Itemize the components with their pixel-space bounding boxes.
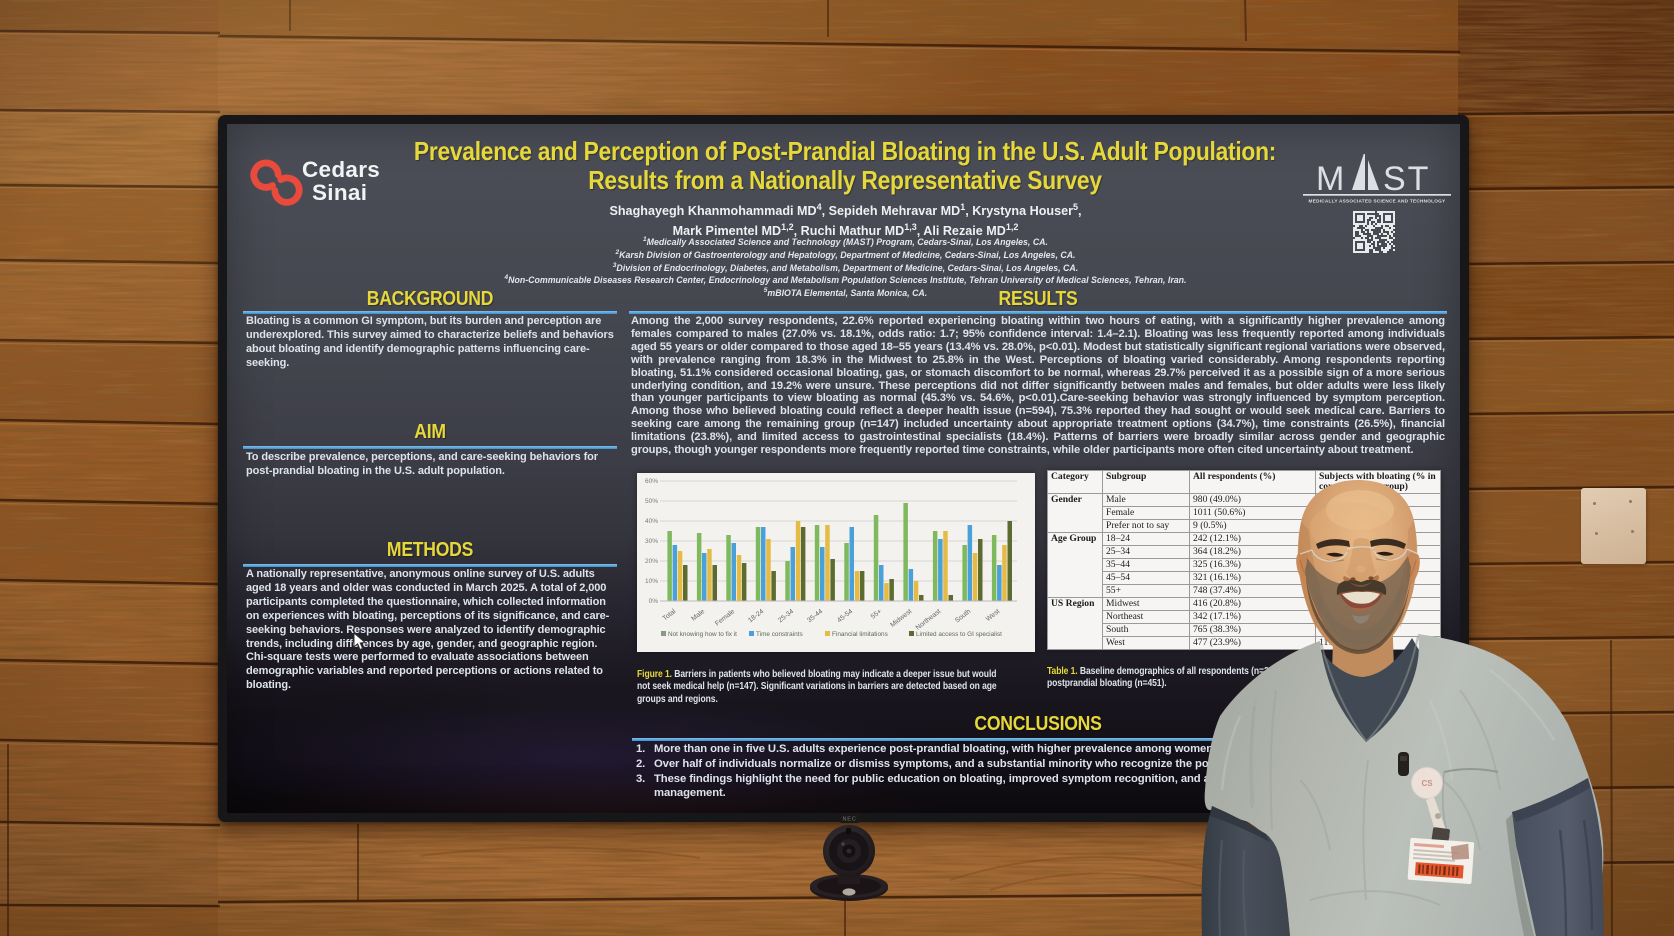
svg-text:Female: Female — [714, 608, 736, 628]
svg-text:Male: Male — [690, 608, 706, 623]
svg-text:West: West — [985, 608, 1002, 623]
svg-text:10%: 10% — [645, 578, 658, 585]
svg-text:0%: 0% — [649, 598, 659, 605]
svg-text:18-24: 18-24 — [747, 608, 765, 624]
svg-text:50%: 50% — [645, 498, 658, 505]
svg-text:40%: 40% — [645, 518, 658, 525]
svg-text:Financial limitations: Financial limitations — [832, 631, 888, 638]
svg-text:35-44: 35-44 — [806, 608, 824, 624]
svg-text:45-54: 45-54 — [836, 608, 854, 624]
svg-text:M: M — [1316, 160, 1346, 198]
svg-text:NEC: NEC — [842, 817, 856, 823]
svg-text:ST: ST — [1383, 160, 1430, 198]
svg-text:25-34: 25-34 — [777, 608, 795, 624]
svg-text:Time constraints: Time constraints — [756, 631, 803, 638]
svg-text:CS: CS — [1421, 779, 1433, 788]
svg-text:60%: 60% — [645, 478, 658, 485]
svg-text:Not knowing how to fix it: Not knowing how to fix it — [668, 631, 737, 638]
svg-text:Cedars: Cedars — [302, 157, 380, 182]
svg-text:30%: 30% — [645, 538, 658, 545]
svg-text:55+: 55+ — [870, 608, 883, 621]
svg-text:Limited access to GI specialis: Limited access to GI specialist — [916, 631, 1002, 638]
svg-text:20%: 20% — [645, 558, 658, 565]
svg-text:Sinai: Sinai — [312, 180, 367, 205]
svg-text:South: South — [954, 608, 972, 625]
svg-text:Midwest: Midwest — [889, 608, 913, 629]
svg-text:Total: Total — [662, 608, 678, 623]
svg-text:MEDICALLY ASSOCIATED SCIENCE A: MEDICALLY ASSOCIATED SCIENCE AND TECHNOL… — [1309, 199, 1447, 204]
svg-text:Northeast: Northeast — [915, 608, 943, 632]
